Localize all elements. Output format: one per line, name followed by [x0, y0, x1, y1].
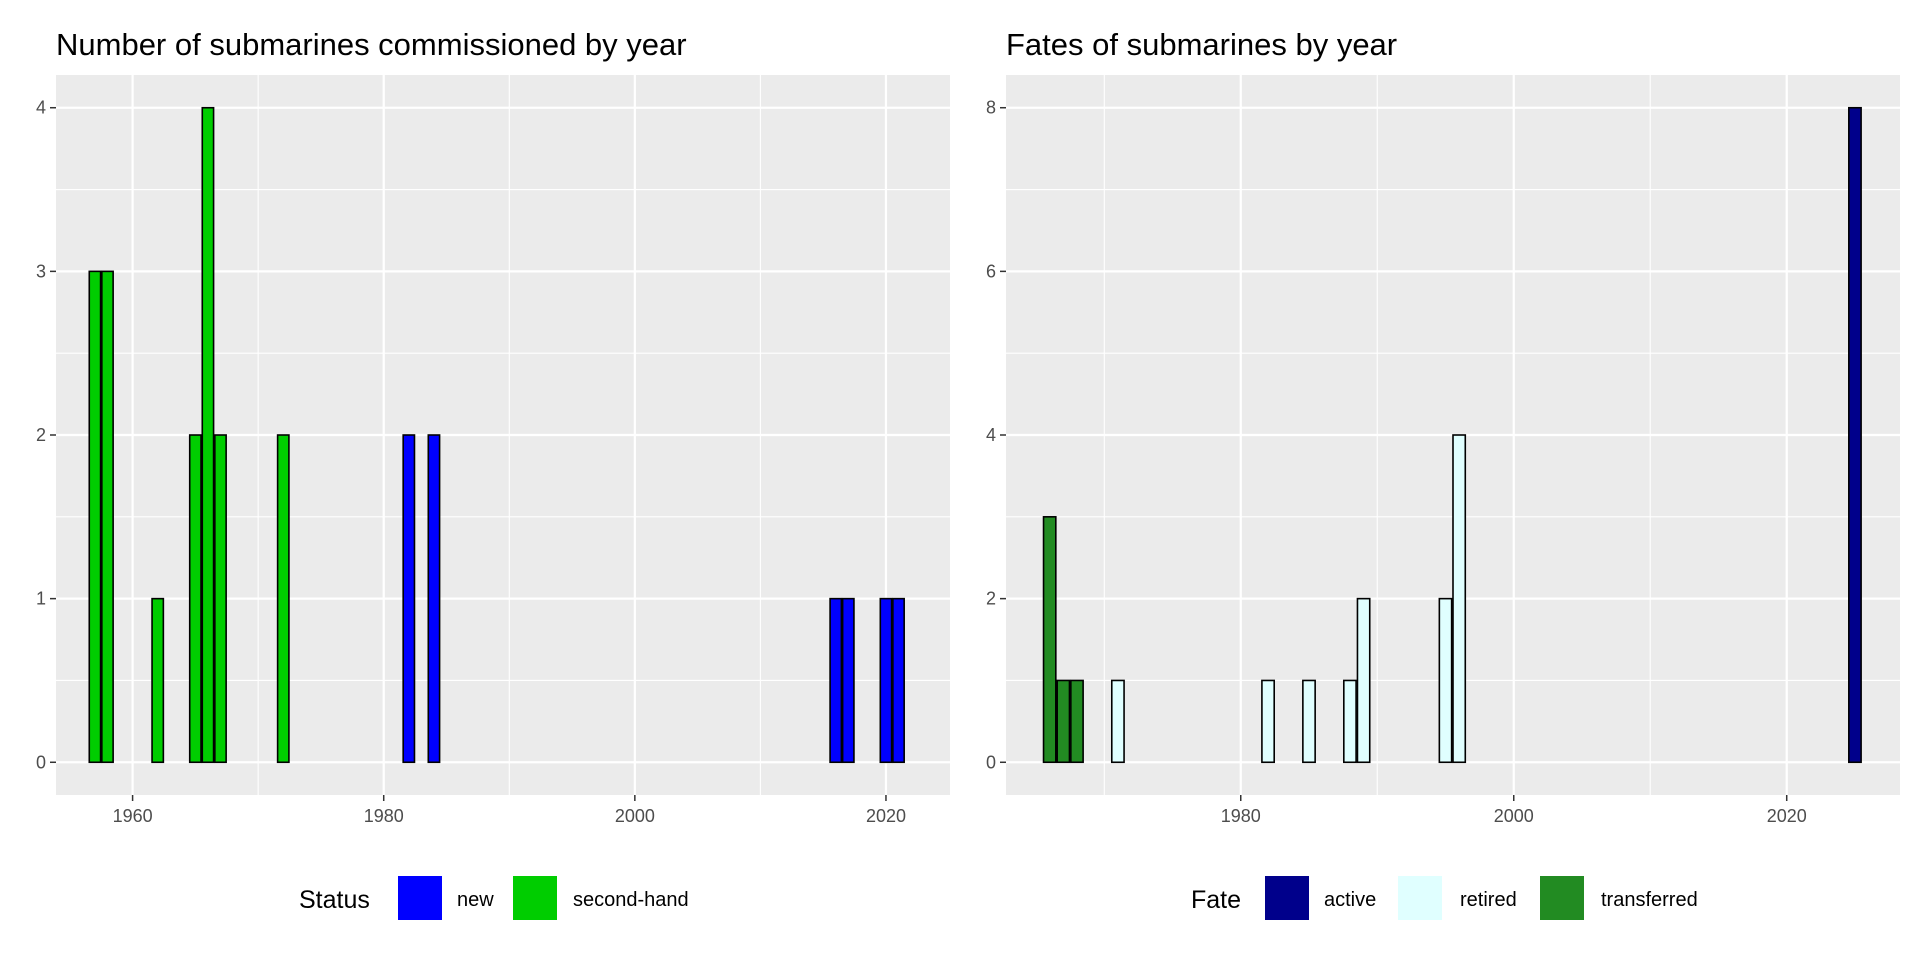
bar-second-hand: [214, 434, 227, 764]
y-tick-label: 1: [36, 589, 46, 609]
bar-retired: [1261, 679, 1275, 764]
legend-key-new: [398, 876, 442, 920]
bar-second-hand: [88, 270, 102, 764]
legend-key-retired: [1398, 876, 1442, 920]
legend-label-active: active: [1324, 889, 1376, 911]
chart-commissioned: Number of submarines commissioned by yea…: [36, 27, 950, 920]
bar-new: [829, 597, 843, 764]
legend-key-active: [1265, 876, 1309, 920]
bars: [88, 106, 905, 764]
bar-new: [427, 434, 441, 764]
bar-second-hand: [201, 106, 215, 764]
legend-label-retired: retired: [1460, 889, 1517, 911]
legend-title: Fate: [1191, 886, 1241, 914]
bar-new: [841, 597, 855, 764]
bar-retired: [1302, 679, 1316, 764]
legend: Status new second-hand: [299, 876, 689, 920]
bar-retired: [1356, 597, 1371, 764]
x-tick-label: 1980: [1221, 806, 1261, 826]
chart-title: Number of submarines commissioned by yea…: [56, 27, 687, 62]
y-tick-label: 4: [36, 98, 46, 118]
bar-active: [1848, 106, 1862, 764]
y-tick-label: 4: [986, 425, 996, 445]
y-tick-label: 0: [36, 752, 46, 772]
chart-title: Fates of submarines by year: [1006, 27, 1397, 62]
y-tick-label: 6: [986, 261, 996, 281]
legend-label-new: new: [457, 889, 494, 911]
bar-retired: [1438, 597, 1453, 764]
legend-key-transferred: [1540, 876, 1584, 920]
bar-transferred: [1056, 679, 1071, 764]
y-tick-label: 2: [36, 425, 46, 445]
x-tick-label: 2020: [1767, 806, 1807, 826]
y-tick-label: 8: [986, 98, 996, 118]
legend-label-transferred: transferred: [1601, 889, 1698, 911]
bar-second-hand: [276, 434, 290, 764]
x-tick-label: 1960: [113, 806, 153, 826]
bar-new: [879, 597, 893, 764]
bar-transferred: [1070, 679, 1084, 764]
x-tick-label: 2000: [1494, 806, 1534, 826]
x-tick-label: 2000: [615, 806, 655, 826]
bars: [1042, 106, 1862, 764]
legend-key-second-hand: [513, 876, 557, 920]
bar-new: [402, 434, 416, 764]
y-tick-label: 0: [986, 752, 996, 772]
axis-ticks: 0 1 2 3 4 1960 1980 2000 2020: [36, 98, 906, 826]
bar-retired: [1452, 434, 1467, 764]
legend: Fate active retired transferred: [1191, 876, 1698, 920]
bar-second-hand: [151, 597, 165, 764]
bar-transferred: [1042, 516, 1057, 764]
legend-title: Status: [299, 886, 370, 914]
bar-retired: [1343, 679, 1357, 764]
chart-fates: Fates of submarines by year 0 2 4 6 8 1980 200…: [986, 27, 1900, 920]
bar-second-hand: [188, 434, 202, 764]
y-tick-label: 2: [986, 589, 996, 609]
y-tick-label: 3: [36, 261, 46, 281]
bar-new: [892, 597, 905, 764]
legend-label-second-hand: second-hand: [573, 889, 689, 911]
bar-retired: [1110, 679, 1125, 764]
axis-ticks: 0 2 4 6 8 1980 2000 2020: [986, 98, 1807, 826]
x-tick-label: 1980: [364, 806, 404, 826]
x-tick-label: 2020: [866, 806, 906, 826]
bar-second-hand: [101, 270, 114, 764]
